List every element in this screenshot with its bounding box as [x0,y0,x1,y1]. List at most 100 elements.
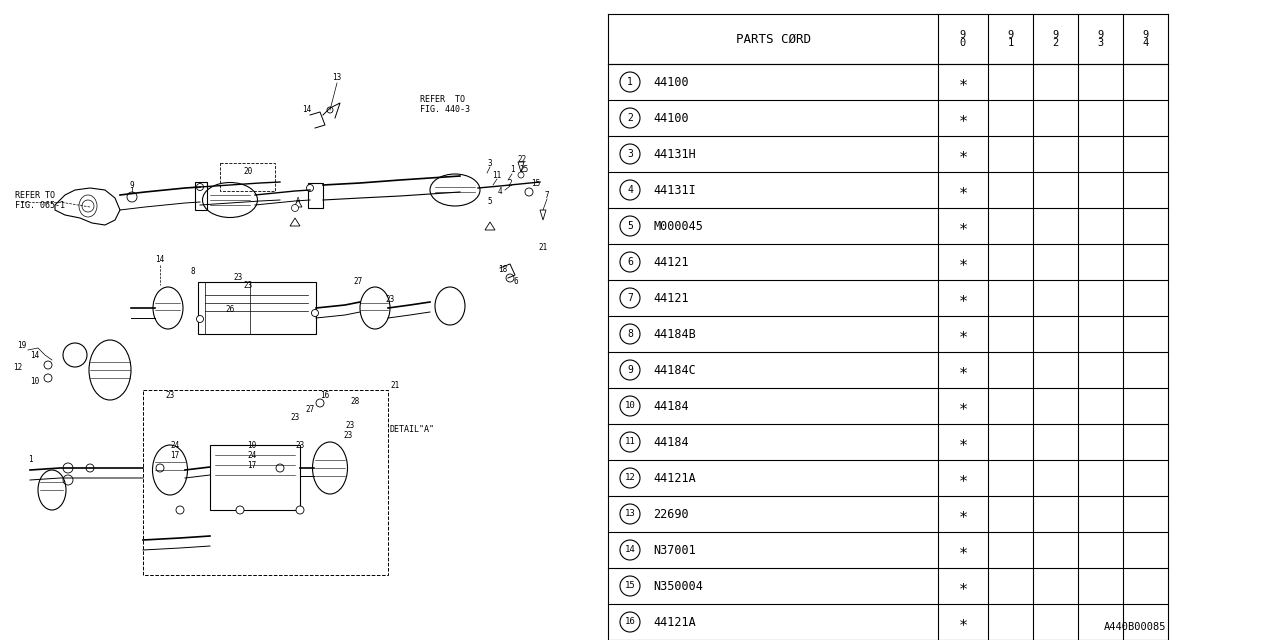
Text: 23: 23 [343,431,352,440]
Text: 22690: 22690 [653,508,689,520]
Text: 14: 14 [625,545,635,554]
Circle shape [311,310,319,317]
Text: N37001: N37001 [653,543,696,557]
Text: M000045: M000045 [653,220,703,232]
Text: 25: 25 [520,166,529,175]
Text: ∗: ∗ [959,218,968,234]
Text: 2: 2 [508,179,512,188]
Text: 16: 16 [320,390,330,399]
Text: ∗: ∗ [959,399,968,413]
Text: 24: 24 [170,440,179,449]
Text: ∗: ∗ [959,470,968,486]
Circle shape [316,399,324,407]
Bar [143,390,388,575]
Text: 9
4: 9 4 [1142,29,1148,49]
Text: 28: 28 [351,397,360,406]
Text: 44184: 44184 [653,399,689,413]
Text: ∗: ∗ [959,435,968,449]
Text: 23: 23 [296,440,305,449]
Circle shape [506,274,515,282]
Text: 44100: 44100 [653,111,689,125]
Text: 44184C: 44184C [653,364,696,376]
Text: A440B00085: A440B00085 [1103,622,1166,632]
Text: FIG. 065-1: FIG. 065-1 [15,200,65,209]
Circle shape [127,192,137,202]
Text: FIG. 440-3: FIG. 440-3 [420,106,470,115]
Text: 14: 14 [155,255,165,264]
Text: A: A [296,197,300,203]
Text: 11: 11 [625,438,635,447]
Text: 17: 17 [247,461,256,470]
Text: REFER  TO: REFER TO [420,95,465,104]
Text: 22: 22 [517,156,526,164]
Text: ∗: ∗ [959,579,968,593]
Text: ∗: ∗ [959,291,968,305]
Text: ∗: ∗ [959,614,968,630]
Circle shape [197,316,204,323]
Text: 44121A: 44121A [653,472,696,484]
Text: 9
2: 9 2 [1052,29,1059,49]
Text: 10: 10 [625,401,635,410]
Text: REFER TO: REFER TO [15,191,55,200]
Text: ∗: ∗ [959,147,968,161]
Text: 23: 23 [233,273,243,282]
Text: 13: 13 [625,509,635,518]
Text: ∗: ∗ [959,74,968,90]
Text: 23: 23 [385,296,394,305]
Text: 44131I: 44131I [653,184,696,196]
Circle shape [197,184,204,191]
Text: 23: 23 [346,420,355,429]
Text: ∗: ∗ [959,111,968,125]
Text: 44184B: 44184B [653,328,696,340]
Text: 27: 27 [353,278,362,287]
Text: 7: 7 [545,191,549,200]
Text: 20: 20 [243,168,252,177]
Text: 9
0: 9 0 [960,29,966,49]
Text: 7: 7 [627,293,632,303]
Text: 8: 8 [627,329,632,339]
Circle shape [86,464,93,472]
Text: 23: 23 [291,413,300,422]
Text: 17: 17 [170,451,179,460]
Text: 1: 1 [627,77,632,87]
Text: 14: 14 [31,351,40,360]
Circle shape [63,463,73,473]
Text: 15: 15 [625,582,635,591]
Circle shape [236,506,244,514]
Text: 44184: 44184 [653,435,689,449]
Text: 6: 6 [627,257,632,267]
Text: 21: 21 [539,243,548,253]
Text: 10: 10 [31,378,40,387]
Text: 44121: 44121 [653,255,689,269]
Text: ∗: ∗ [959,362,968,378]
Circle shape [296,506,305,514]
Circle shape [177,506,184,514]
Text: 10: 10 [247,440,256,449]
Text: 4: 4 [498,188,502,196]
Polygon shape [540,210,547,220]
Bar [195,182,207,210]
Polygon shape [55,188,120,225]
Text: 23: 23 [243,280,252,289]
Text: ∗: ∗ [959,182,968,198]
Text: 6: 6 [513,278,518,287]
Text: 13: 13 [333,74,342,83]
Text: ∗: ∗ [959,255,968,269]
Text: 21: 21 [390,381,399,390]
Text: ∗: ∗ [959,326,968,342]
Circle shape [518,172,524,178]
Bar [308,183,323,208]
Circle shape [276,464,284,472]
Text: 12: 12 [13,364,23,372]
Circle shape [306,184,314,191]
Text: 16: 16 [625,618,635,627]
Text: 3: 3 [488,159,493,168]
Bar [220,163,275,191]
Circle shape [44,361,52,369]
Text: 44121A: 44121A [653,616,696,628]
Text: ∗: ∗ [959,506,968,522]
Bar [210,445,300,510]
Text: 12: 12 [625,474,635,483]
Circle shape [326,107,333,113]
Text: 26: 26 [225,305,234,314]
